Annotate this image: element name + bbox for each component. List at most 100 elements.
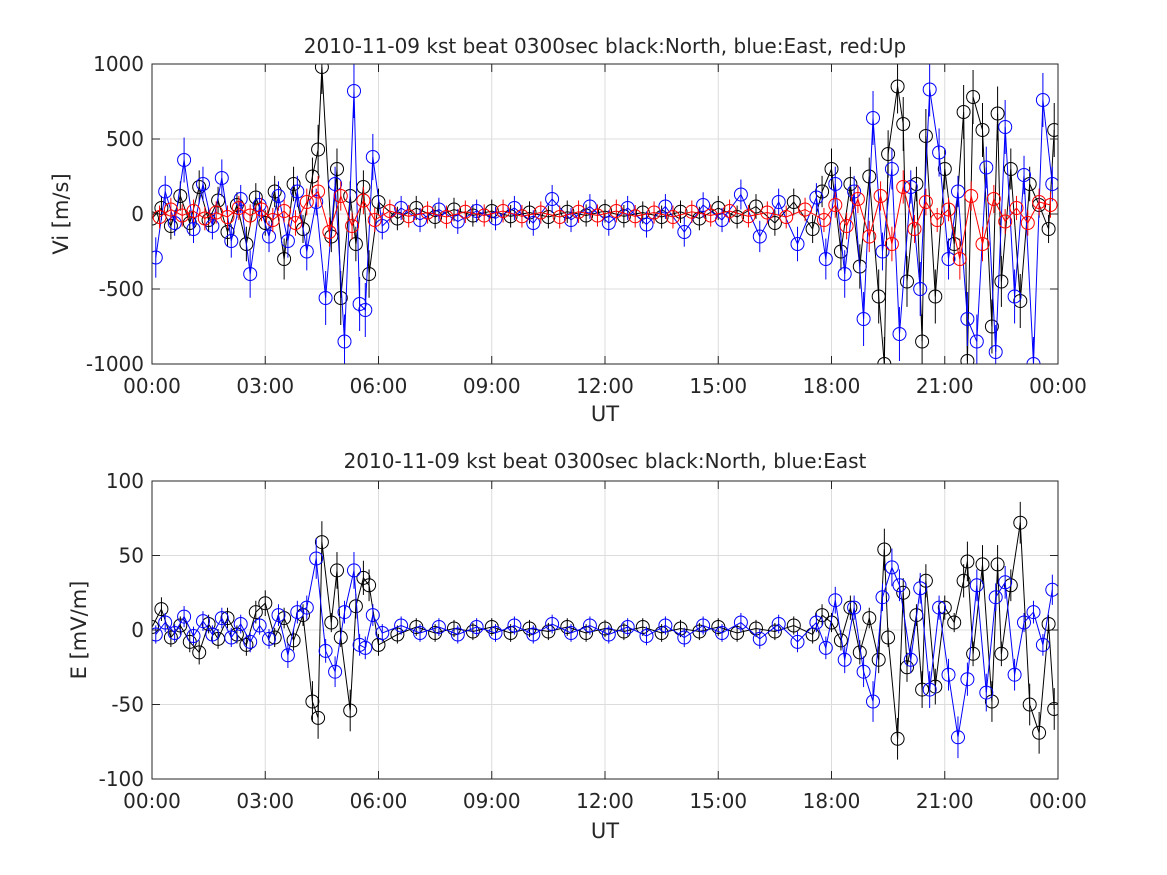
- velocity-data-point: [990, 106, 1005, 121]
- velocity-data-point: [1020, 216, 1035, 230]
- velocity-data-point: [722, 204, 737, 218]
- electric-field-data-point: [413, 626, 427, 640]
- velocity-data-point: [541, 210, 556, 224]
- electric-field-data-point: [913, 581, 928, 596]
- electric-field-data-point: [262, 631, 276, 646]
- velocity-data-point: [1041, 222, 1056, 236]
- velocity-data-point: [299, 244, 314, 259]
- electric-field-data-point: [299, 600, 314, 615]
- velocity-data-point: [988, 345, 1003, 359]
- velocity-data-point: [809, 190, 824, 205]
- velocity-data-point: [862, 229, 877, 244]
- velocity-data-point: [239, 237, 254, 251]
- electric-field-data-point: [966, 646, 981, 661]
- velocity-data-point: [994, 274, 1009, 289]
- electric-field-y-axis-label: E [mV/m]: [67, 581, 91, 680]
- velocity-data-point: [771, 195, 786, 209]
- electric-field-data-point: [998, 575, 1013, 590]
- electric-field-data-point: [715, 626, 729, 640]
- velocity-data-point: [197, 211, 212, 226]
- electric-field-data-point: [309, 551, 324, 566]
- velocity-x-tick-label: 21:00: [916, 374, 974, 398]
- velocity-data-point: [779, 210, 794, 224]
- velocity-data-point: [666, 210, 680, 224]
- electric-field-data-point: [158, 615, 173, 630]
- velocity-y-tick-label: -500: [99, 277, 144, 301]
- electric-field-data-point: [1017, 615, 1031, 630]
- electric-field-data-point: [343, 703, 358, 718]
- electric-field-data-point: [1013, 515, 1028, 530]
- velocity-data-point: [975, 237, 990, 251]
- velocity-y-tick-label: 0: [131, 202, 144, 226]
- electric-field-data-point: [947, 615, 962, 630]
- velocity-data-point: [884, 162, 899, 176]
- electric-field-data-point: [677, 630, 692, 645]
- velocity-data-point: [884, 237, 899, 251]
- electric-field-data-point: [828, 593, 843, 608]
- velocity-x-tick-label: 15:00: [689, 374, 747, 398]
- velocity-data-point: [1032, 195, 1047, 209]
- velocity-data-point: [362, 267, 377, 281]
- velocity-data-point: [477, 208, 492, 223]
- velocity-x-tick-label: 06:00: [350, 374, 408, 398]
- electric-field-data-point: [918, 573, 933, 588]
- velocity-data-point: [969, 334, 984, 349]
- velocity-data-point: [314, 64, 329, 74]
- velocity-x-tick-label: 03:00: [236, 374, 294, 398]
- electric-field-data-point: [356, 570, 371, 585]
- electric-field-data-point: [937, 600, 952, 615]
- velocity-data-point: [979, 160, 994, 175]
- velocity-data-point: [932, 145, 947, 160]
- velocity-data-point: [311, 142, 326, 157]
- velocity-data-point: [515, 209, 529, 224]
- velocity-data-point: [790, 237, 805, 251]
- velocity-data-point: [875, 244, 890, 259]
- electric-field-data-point: [979, 685, 994, 700]
- velocity-y-axis-label: Vi [m/s]: [49, 173, 73, 254]
- velocity-data-point: [952, 252, 967, 266]
- electric-field-data-point: [932, 600, 947, 615]
- electric-field-data-point: [564, 626, 578, 640]
- velocity-data-point: [798, 202, 813, 217]
- velocity-data-point: [843, 177, 858, 191]
- electric-field-data-point: [903, 652, 918, 667]
- electric-field-data-point: [154, 602, 169, 617]
- velocity-data-point: [337, 334, 352, 349]
- velocity-data-point: [571, 204, 586, 219]
- velocity-data-point: [847, 184, 862, 199]
- electric-field-data-point: [507, 618, 522, 633]
- velocity-data-point: [873, 189, 888, 203]
- velocity-data-point: [465, 208, 480, 223]
- velocity-x-tick-label: 12:00: [576, 374, 634, 398]
- velocity-data-point: [177, 153, 192, 167]
- velocity-data-point: [871, 289, 886, 304]
- electric-field-data-point: [890, 731, 905, 746]
- velocity-data-point: [533, 205, 548, 220]
- electric-field-data-point: [818, 640, 833, 655]
- electric-field-data-point: [994, 646, 1009, 661]
- velocity-data-point: [896, 117, 911, 131]
- velocity-data-point: [703, 208, 718, 223]
- velocity-data-point: [975, 123, 990, 137]
- electric-field-data-point: [975, 557, 990, 572]
- velocity-title: 2010-11-09 kst beat 0300sec black:North,…: [304, 34, 906, 58]
- velocity-data-point: [277, 252, 292, 266]
- velocity-data-point: [333, 189, 348, 203]
- electric-field-series-1: [152, 538, 1058, 759]
- electric-field-data-point: [862, 611, 877, 626]
- velocity-x-tick-label: 00:00: [1029, 374, 1087, 398]
- velocity-data-point: [299, 195, 314, 209]
- velocity-data-point: [163, 202, 178, 217]
- velocity-data-point: [752, 229, 767, 244]
- electric-field-y-tick-label: -100: [99, 767, 144, 791]
- velocity-data-point: [211, 193, 226, 208]
- electric-field-series-line: [155, 558, 1053, 738]
- velocity-data-point: [749, 199, 763, 214]
- electric-field-data-point: [173, 618, 188, 633]
- velocity-data-point: [862, 169, 877, 184]
- velocity-data-point: [428, 210, 443, 224]
- velocity-data-point: [1026, 357, 1041, 364]
- electric-field-data-point: [892, 578, 907, 593]
